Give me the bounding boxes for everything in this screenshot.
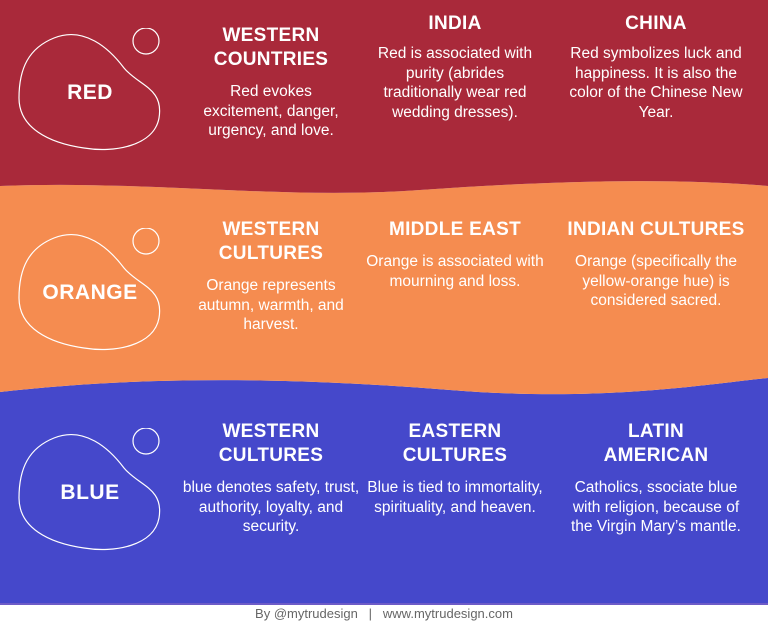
culture-title: MIDDLE EAST [388, 219, 522, 240]
culture-description: Red is associated with purity (abrides t… [377, 45, 533, 121]
footer: By @mytrudesign | www.mytrudesign.com [0, 606, 768, 621]
culture-column: MIDDLE EAST Orange is associated with mou… [365, 218, 545, 291]
culture-title: CHINA [625, 13, 687, 34]
culture-column: CHINA Red symbolizes luck and happiness. … [566, 12, 746, 122]
color-name: ORANGE [42, 281, 138, 304]
blob-outline-icon [18, 28, 161, 151]
culture-description: blue denotes safety, trust, authority, l… [182, 479, 360, 535]
blob-outline-icon [18, 228, 161, 351]
culture-description: Red symbolizes luck and happiness. It is… [569, 45, 743, 121]
red-band [0, 0, 768, 193]
footer-website[interactable]: www.mytrudesign.com [382, 606, 513, 621]
culture-description: Orange represents autumn, warmth, and ha… [198, 277, 344, 333]
orange-band [0, 181, 768, 395]
culture-column: WESTERN CULTURES Orange represents autumn… [181, 218, 361, 335]
culture-title: EASTERN CULTURES [402, 421, 508, 466]
culture-title: LATIN AMERICAN [603, 421, 709, 466]
culture-description: Catholics, ssociate blue with religion, … [570, 479, 741, 535]
culture-description: Orange is associated with mourning and l… [366, 253, 544, 290]
culture-column: INDIA Red is associated with purity (abri… [365, 12, 545, 122]
color-name: RED [67, 81, 113, 104]
culture-description: Orange (specifically the yellow-orange h… [575, 253, 737, 309]
blob-outline-icon [18, 428, 161, 551]
culture-column: WESTERN CULTURES blue denotes safety, tru… [181, 420, 361, 537]
culture-title: INDIA [428, 13, 482, 34]
culture-column: WESTERN COUNTRIES Red evokes excitement, … [181, 24, 361, 141]
culture-column: INDIAN CULTURES Orange (specifically the … [566, 218, 746, 311]
color-blob: ORANGE [14, 228, 174, 358]
color-blob: RED [14, 28, 174, 158]
color-blob: BLUE [14, 428, 174, 558]
footer-author: By @mytrudesign [255, 606, 358, 621]
culture-column: EASTERN CULTURES Blue is tied to immortal… [365, 420, 545, 517]
culture-title: WESTERN CULTURES [218, 219, 324, 264]
culture-title: WESTERN CULTURES [218, 421, 324, 466]
footer-separator: | [368, 606, 373, 621]
culture-description: Blue is tied to immortality, spiritualit… [367, 479, 543, 516]
culture-column: LATIN AMERICAN Catholics, ssociate blue w… [566, 420, 746, 537]
color-name: BLUE [60, 481, 120, 504]
culture-title: WESTERN COUNTRIES [213, 25, 329, 70]
culture-title: INDIAN CULTURES [567, 219, 745, 240]
blue-band [0, 378, 768, 604]
culture-description: Red evokes excitement, danger, urgency, … [203, 83, 339, 139]
